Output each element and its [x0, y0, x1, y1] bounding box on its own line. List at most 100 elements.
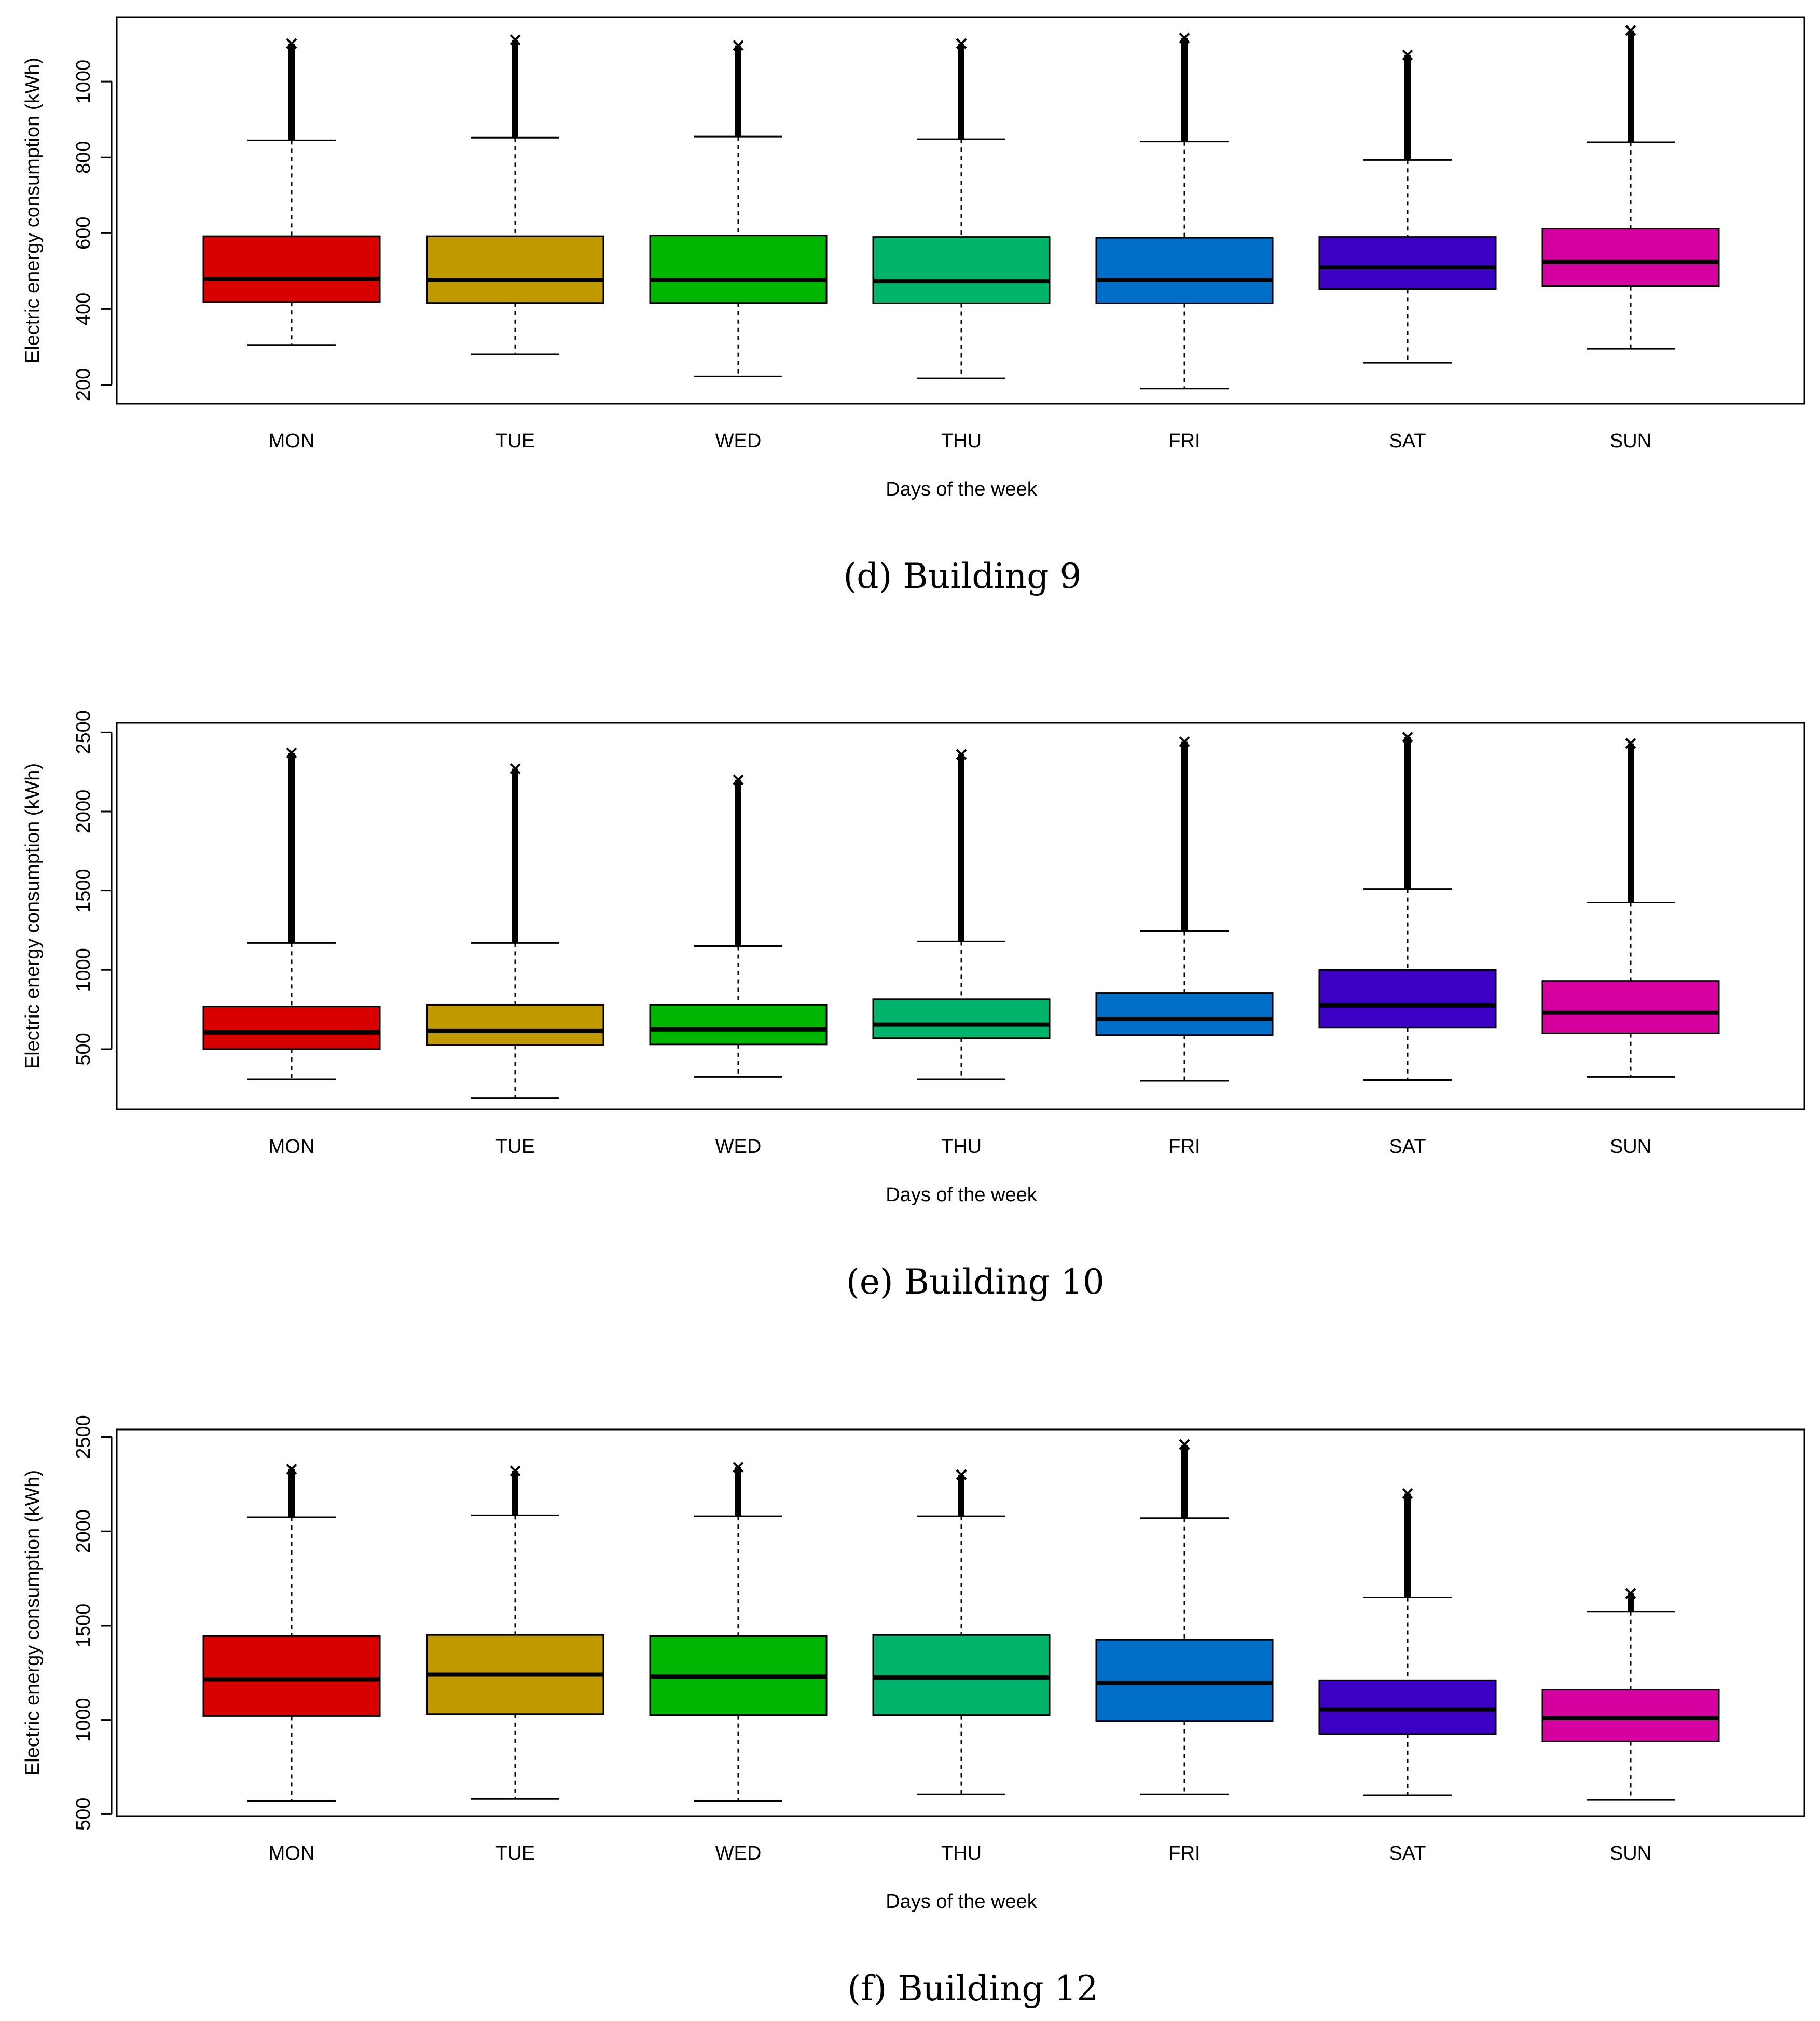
iqr-box	[1318, 1679, 1497, 1735]
box-sun: SUN	[1541, 738, 1720, 1158]
outlier-max-point	[509, 763, 521, 774]
box-sat: SAT	[1318, 732, 1497, 1158]
outlier-max-point	[1179, 736, 1190, 748]
caption-building-12: (f) Building 12	[847, 1969, 1098, 2009]
x-tick-label: SAT	[1389, 1843, 1426, 1864]
y-tick-label: 800	[73, 141, 94, 174]
outlier-max-point	[1625, 1588, 1636, 1599]
plot-frame	[116, 16, 1805, 405]
iqr-box	[1541, 980, 1720, 1034]
caption-building-9: (d) Building 9	[843, 556, 1081, 596]
outlier-max-point	[509, 1465, 521, 1477]
y-tick-label: 200	[73, 368, 94, 401]
box-thu: THU	[872, 38, 1051, 452]
box-thu: THU	[872, 1469, 1051, 1864]
iqr-box	[649, 235, 828, 304]
y-tick-label: 1500	[73, 1604, 94, 1648]
plot-frame	[116, 722, 1805, 1110]
box-fri: FRI	[1095, 1439, 1274, 1864]
box-wed: WED	[649, 1462, 828, 1864]
iqr-box	[1318, 969, 1497, 1029]
x-tick-label: WED	[715, 1136, 762, 1158]
box-wed: WED	[649, 40, 828, 452]
iqr-box	[872, 998, 1051, 1039]
y-axis-label: Electric energy consumption (kWh)	[22, 763, 44, 1069]
outlier-max-point	[956, 749, 967, 760]
iqr-box	[202, 1635, 381, 1717]
y-axis-label: Electric energy consumption (kWh)	[22, 1470, 44, 1776]
outlier-max-point	[286, 38, 297, 49]
x-axis-label: Days of the week	[886, 1184, 1037, 1206]
x-tick-label: FRI	[1168, 1136, 1200, 1158]
y-tick-label: 1000	[73, 1698, 94, 1742]
iqr-box	[426, 1003, 604, 1046]
iqr-box	[872, 236, 1051, 304]
x-tick-label: MON	[269, 1843, 315, 1864]
x-tick-label: FRI	[1168, 430, 1200, 452]
outlier-max-point	[956, 1469, 967, 1480]
box-sun: SUN	[1541, 1588, 1720, 1864]
panel-building-10: 500 1000 1500 2000 2500 Electric energy consu…	[22, 710, 1805, 1302]
box-sun: SUN	[1541, 25, 1720, 452]
panel-building-12: 500 1000 1500 2000 2500 Electric energy consu…	[22, 1415, 1805, 2009]
plot-frame	[116, 1428, 1805, 1817]
x-axis-label: Days of the week	[886, 1891, 1037, 1913]
x-tick-label: WED	[715, 430, 762, 452]
outlier-max-point	[509, 34, 521, 46]
outlier-max-point	[286, 1463, 297, 1475]
x-axis-label: Days of the week	[886, 478, 1037, 500]
box-mon: MON	[202, 747, 381, 1158]
box-thu: THU	[872, 749, 1051, 1158]
y-tick-label: 500	[73, 1033, 94, 1065]
box-tue: TUE	[426, 763, 604, 1158]
y-tick-label: 400	[73, 293, 94, 325]
outlier-max-point	[1625, 25, 1636, 36]
outlier-max-point	[286, 747, 297, 759]
x-tick-label: SAT	[1389, 1136, 1426, 1158]
outlier-max-point	[733, 1462, 744, 1473]
iqr-box	[1541, 1689, 1720, 1742]
box-wed: WED	[649, 774, 828, 1158]
outlier-max-point	[1402, 732, 1413, 743]
x-tick-label: TUE	[495, 1843, 535, 1864]
y-tick-label: 2500	[73, 1415, 94, 1459]
x-tick-label: TUE	[495, 1136, 535, 1158]
caption-building-10: (e) Building 10	[846, 1262, 1105, 1302]
iqr-box	[1095, 1639, 1274, 1722]
y-tick-label: 2000	[73, 790, 94, 834]
x-tick-label: SUN	[1610, 1136, 1651, 1158]
iqr-box	[649, 1003, 828, 1046]
outlier-max-point	[733, 40, 744, 51]
box-sat: SAT	[1318, 49, 1497, 452]
iqr-box	[426, 235, 604, 304]
x-tick-label: THU	[941, 1843, 982, 1864]
y-axis-label: Electric energy consumption (kWh)	[22, 58, 44, 363]
x-tick-label: SUN	[1610, 1843, 1651, 1864]
outlier-max-point	[956, 38, 967, 49]
x-tick-label: WED	[715, 1843, 762, 1864]
x-tick-label: MON	[269, 1136, 315, 1158]
y-tick-label: 600	[73, 217, 94, 250]
iqr-box	[202, 1006, 381, 1050]
x-tick-label: THU	[941, 430, 982, 452]
box-mon: MON	[202, 1463, 381, 1864]
y-tick-label: 1500	[73, 869, 94, 913]
y-tick-label: 1000	[73, 948, 94, 992]
iqr-box	[1095, 237, 1274, 304]
x-tick-label: SUN	[1610, 430, 1651, 452]
iqr-box	[1541, 228, 1720, 287]
x-tick-label: TUE	[495, 430, 535, 452]
outlier-max-point	[1402, 1488, 1413, 1499]
outlier-max-point	[1402, 49, 1413, 61]
x-tick-label: SAT	[1389, 430, 1426, 452]
x-tick-label: FRI	[1168, 1843, 1200, 1864]
iqr-box	[1095, 992, 1274, 1036]
iqr-box	[202, 235, 381, 303]
outlier-max-point	[1625, 738, 1636, 749]
box-sat: SAT	[1318, 1488, 1497, 1864]
box-tue: TUE	[426, 34, 604, 452]
iqr-box	[872, 1634, 1051, 1716]
outlier-max-point	[733, 774, 744, 786]
box-fri: FRI	[1095, 32, 1274, 452]
y-tick-label: 2000	[73, 1509, 94, 1553]
